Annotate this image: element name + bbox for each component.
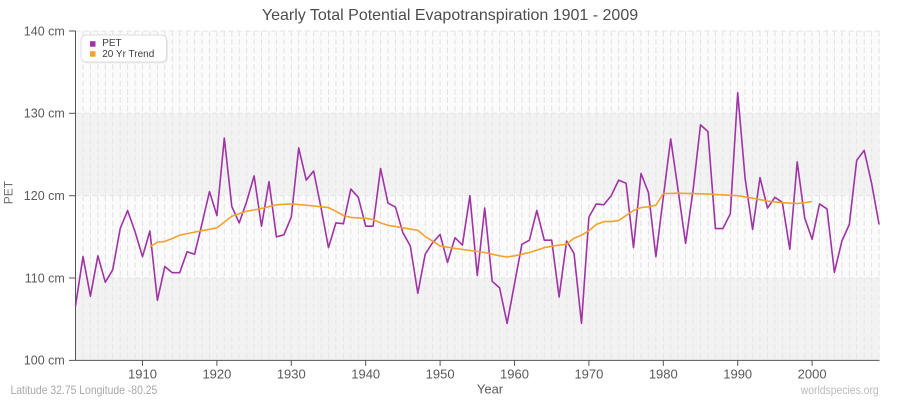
svg-text:110 cm: 110 cm (25, 271, 65, 285)
svg-text:1920: 1920 (202, 367, 231, 382)
svg-text:1940: 1940 (351, 367, 380, 382)
svg-text:1950: 1950 (426, 367, 455, 382)
svg-text:Year: Year (477, 381, 504, 396)
svg-text:130 cm: 130 cm (24, 107, 65, 121)
svg-text:1960: 1960 (500, 367, 529, 382)
svg-text:PET: PET (1, 180, 15, 204)
svg-text:2000: 2000 (798, 367, 827, 382)
svg-text:1930: 1930 (277, 367, 306, 382)
svg-text:1990: 1990 (723, 367, 752, 382)
svg-text:1970: 1970 (574, 367, 603, 382)
svg-text:20 Yr Trend: 20 Yr Trend (102, 49, 154, 60)
svg-text:Yearly Total Potential Evapotr: Yearly Total Potential Evapotranspiratio… (262, 7, 638, 24)
svg-text:1910: 1910 (128, 367, 157, 382)
svg-text:worldspecies.org: worldspecies.org (800, 383, 879, 397)
svg-text:100 cm: 100 cm (24, 354, 65, 368)
svg-text:120 cm: 120 cm (24, 189, 65, 203)
svg-text:PET: PET (102, 38, 121, 49)
svg-text:140 cm: 140 cm (24, 24, 65, 38)
svg-text:Latitude 32.75 Longitude -80.2: Latitude 32.75 Longitude -80.25 (11, 383, 158, 397)
svg-text:1980: 1980 (649, 367, 678, 382)
